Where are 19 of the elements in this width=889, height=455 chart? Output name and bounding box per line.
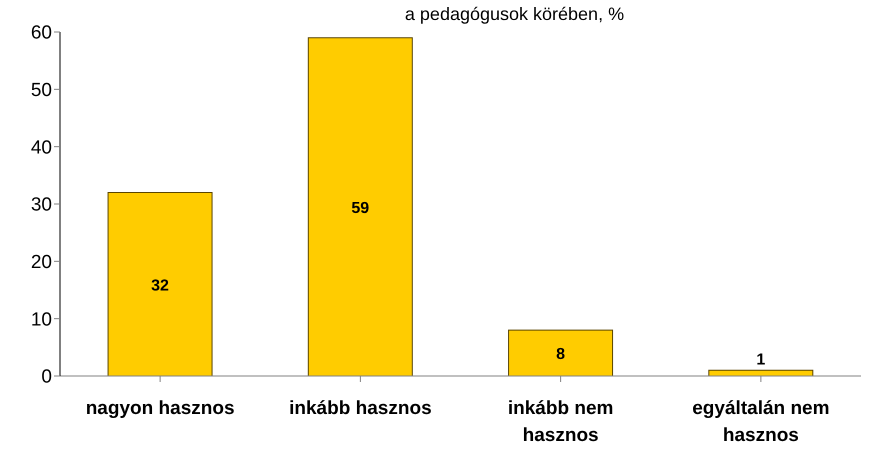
y-tick-label: 40	[30, 137, 52, 158]
x-tick-label: egyáltalán nem hasznos	[692, 398, 830, 446]
y-tick-label: 10	[30, 309, 52, 330]
chart-title: a pedagógusok körében, %	[404, 4, 624, 24]
bar	[508, 330, 614, 376]
y-tick-label: 20	[30, 252, 52, 274]
data-label: 59	[351, 200, 370, 217]
data-label: 8	[556, 346, 566, 364]
y-tick-label: 0	[41, 366, 52, 388]
bar	[308, 37, 413, 376]
bar	[108, 192, 213, 376]
data-label: 1	[756, 351, 766, 368]
y-tick-label: 60	[30, 22, 52, 44]
y-tick-label: 50	[30, 80, 52, 102]
x-tick-label: inkább nem hasznos	[508, 398, 614, 446]
x-tick-label: nagyon hasznos	[86, 398, 235, 419]
y-tick-label: 30	[30, 194, 52, 216]
x-tick-label: inkább hasznos	[289, 398, 432, 419]
data-label: 32	[151, 277, 170, 294]
